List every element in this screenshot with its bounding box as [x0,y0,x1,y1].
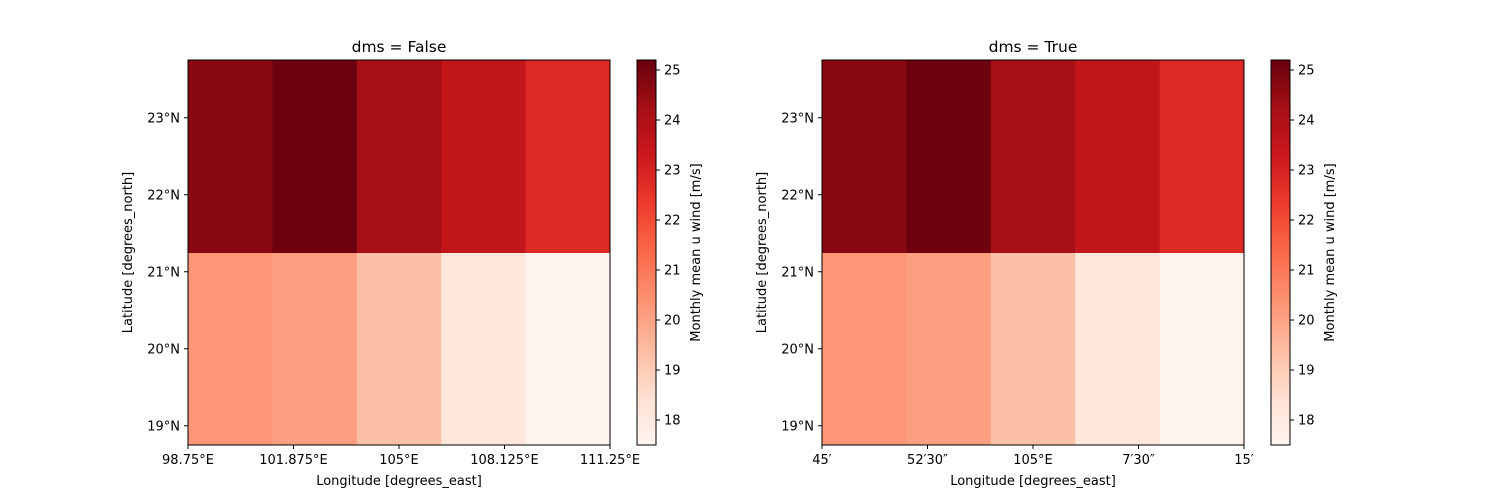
colorbar-tick-label: 19 [664,364,681,379]
y-tick-label: 19°N [147,419,180,434]
heatmap-cell [188,252,273,446]
heatmap-cell [906,252,992,446]
heatmap-cell [1075,252,1161,446]
x-tick-label: 105°E [1013,453,1053,468]
chart-title: dms = True [989,38,1078,56]
heatmap-cell [356,60,442,253]
x-axis-label: Longitude [degrees_east] [316,474,482,489]
colorbar [637,60,656,445]
colorbar-tick-label: 20 [664,314,681,329]
colorbar-label: Monthly mean u wind [m/s] [689,163,704,341]
heatmap-cell [441,60,527,253]
y-axis-label: Latitude [degrees_north] [121,172,136,333]
y-tick-label: 19°N [781,419,814,434]
colorbar-tick-label: 20 [1298,314,1315,329]
heatmap-cell [188,60,273,253]
x-tick-label: 105°E [379,453,419,468]
heatmap-cell [525,252,611,446]
y-tick-label: 20°N [781,342,814,357]
y-tick-label: 22°N [781,188,814,203]
panel-right: 45′ 52′30″ 105°E 7′30″ 15′ 19°N 20°N 21°N 22°N 23… [755,38,1338,489]
colorbar-tick-label: 23 [664,164,681,179]
colorbar-frame [1270,59,1291,446]
x-tick-label: 98.75°E [162,453,214,468]
colorbar-tick-label: 25 [664,64,681,79]
colorbar-tick-label: 22 [664,214,681,229]
x-tick-label: 101.875°E [259,453,327,468]
colorbar-tick-label: 23 [1298,164,1315,179]
colorbar-tick-label: 21 [664,264,681,279]
heatmap-cell [356,252,442,446]
y-tick-label: 21°N [781,265,814,280]
colorbar-tick-label: 18 [1298,414,1315,429]
heatmap-cell [525,60,611,253]
x-axis-label: Longitude [degrees_east] [950,474,1116,489]
heatmap-cell [441,252,527,446]
colorbar-tick-label: 25 [1298,64,1315,79]
colorbar-tick-label: 24 [1298,114,1315,129]
heatmap-cell [822,60,907,253]
x-tick-label: 45′ [812,453,832,468]
panel-left: 98.75°E 101.875°E 105°E 108.125°E 111.25°E 19… [121,38,704,489]
colorbar-tick-label: 18 [664,414,681,429]
colorbar-label: Monthly mean u wind [m/s] [1323,163,1338,341]
y-tick-label: 23°N [781,111,814,126]
x-tick-label: 7′30″ [1122,453,1155,468]
heatmap-cell [1159,252,1245,446]
colorbar-tick-label: 19 [1298,364,1315,379]
x-tick-label: 15′ [1234,453,1254,468]
colorbar-frame [636,59,657,446]
y-tick-label: 21°N [147,265,180,280]
x-tick-label: 111.25°E [580,453,640,468]
colorbar [1271,60,1290,445]
chart-title: dms = False [352,38,447,56]
heatmap-cell [272,60,358,253]
colorbar-tick-label: 21 [1298,264,1315,279]
heatmap-cell [1075,60,1161,253]
heatmap-cell [272,252,358,446]
colorbar-tick-label: 24 [664,114,681,129]
heatmap-cell [822,252,907,446]
heatmap-cell [1159,60,1245,253]
heatmap-cell [990,60,1076,253]
y-tick-label: 23°N [147,111,180,126]
x-tick-label: 108.125°E [470,453,538,468]
y-tick-label: 20°N [147,342,180,357]
heatmap-cell [990,252,1076,446]
x-tick-label: 52′30″ [907,453,948,468]
colorbar-tick-label: 22 [1298,214,1315,229]
heatmap-cell [906,60,992,253]
y-axis-label: Latitude [degrees_north] [755,172,770,333]
y-tick-label: 22°N [147,188,180,203]
